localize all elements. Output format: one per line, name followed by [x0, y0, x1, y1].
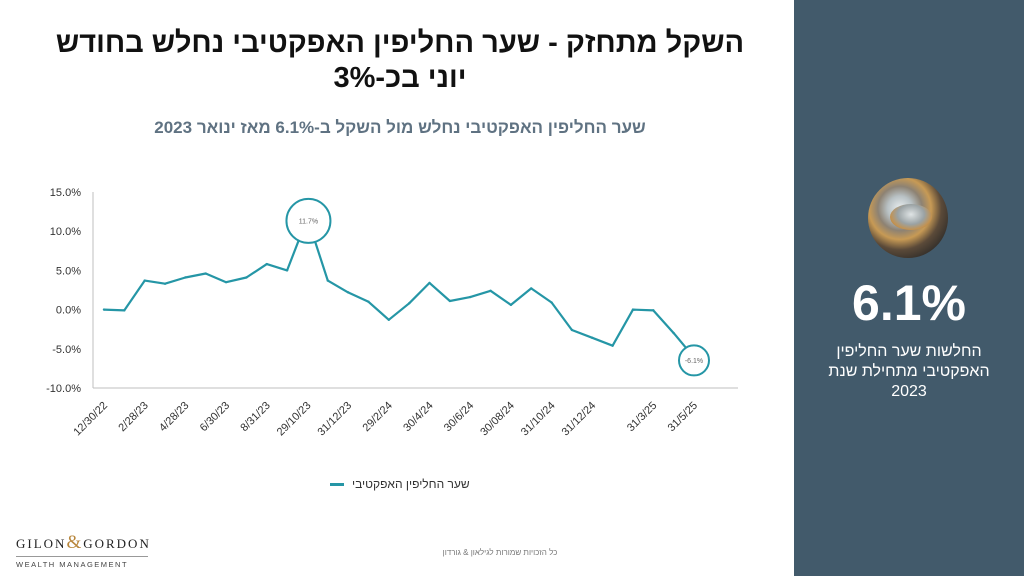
stat-caption: החלשות שער החליפין האפקטיבי מתחילת שנת 2…	[794, 342, 1024, 402]
annotation-circle	[285, 197, 332, 244]
stat-caption-line: האפקטיבי מתחילת שנת	[828, 363, 990, 380]
stat-caption-line: החלשות שער החליפין	[836, 343, 982, 360]
x-tick-label: 30/08/24	[478, 400, 517, 439]
annotation-circle	[678, 344, 710, 377]
data-point	[550, 301, 553, 304]
data-point	[245, 276, 248, 279]
y-tick-label: -5.0%	[52, 344, 81, 356]
data-point	[428, 281, 431, 285]
x-tick-label: 31/3/25	[625, 400, 659, 434]
data-point	[346, 291, 350, 294]
x-tick-label: 29/10/23	[275, 400, 314, 439]
data-point	[530, 287, 533, 290]
x-tick-label: 2/28/23	[116, 400, 150, 434]
data-point	[123, 309, 126, 312]
x-tick-label: 29/2/24	[361, 400, 395, 434]
data-point	[387, 318, 391, 321]
y-tick-label: 15.0%	[50, 187, 81, 199]
data-point	[184, 276, 187, 279]
data-point	[672, 331, 675, 335]
line-chart: 15.0% 10.0% 5.0% 0.0% -5.0% -10.0% 12/30/22 2/2…	[46, 187, 738, 439]
x-tick-label: 31/10/24	[519, 400, 558, 439]
x-tick-label: 31/12/23	[315, 400, 354, 439]
data-point	[591, 336, 594, 340]
coins-image	[868, 178, 948, 258]
annotation-label: 11.7%	[299, 218, 318, 225]
logo-word-left: GILON	[16, 536, 67, 551]
data-point	[367, 300, 370, 303]
page-subtitle: שער החליפין האפקטיבי נחלש מול השקל ב-6.1…	[154, 118, 646, 137]
footer-copyright: כל הזכויות שמורות לגילאון & גורדון	[442, 548, 558, 557]
data-point	[407, 302, 411, 305]
x-tick-label: 6/30/23	[198, 400, 232, 434]
y-tick-label: 5.0%	[56, 265, 81, 277]
data-point	[509, 303, 513, 307]
data-point	[224, 280, 228, 284]
annotation-label: -6.1%	[685, 358, 703, 365]
logo-ampersand: &	[66, 532, 84, 553]
data-point	[469, 295, 472, 299]
y-tick-label: 0.0%	[56, 305, 81, 317]
big-stat: 6.1%	[852, 275, 966, 331]
data-point	[102, 308, 106, 311]
company-logo: GILON&GORDON WEALTH MANAGEMENT	[16, 532, 151, 569]
y-tick-label: -10.0%	[46, 383, 81, 395]
x-tick-label: 31/12/24	[560, 400, 599, 439]
stat-caption-line: 2023	[891, 383, 927, 400]
data-point	[652, 309, 655, 312]
data-point	[570, 328, 574, 332]
legend-label: שער החליפין האפקטיבי	[352, 477, 470, 491]
data-point	[143, 279, 146, 282]
data-point	[448, 299, 452, 303]
data-point	[489, 289, 492, 292]
x-tick-label: 30/6/24	[442, 400, 476, 434]
y-tick-label: 10.0%	[50, 226, 81, 238]
data-point	[611, 344, 614, 347]
data-point	[285, 269, 289, 272]
x-tick-label: 30/4/24	[401, 400, 435, 434]
page-title: השקל מתחזק - שער החליפין האפקטיבי נחלש ב…	[55, 27, 745, 94]
logo-divider	[16, 556, 148, 557]
x-tick-label: 8/31/23	[238, 400, 272, 434]
x-tick-label: 31/5/25	[666, 400, 700, 434]
chart-legend: שער החליפין האפקטיבי	[330, 477, 470, 491]
data-point	[204, 272, 207, 275]
logo-word-right: GORDON	[83, 536, 151, 551]
x-tick-label: 4/28/23	[157, 400, 191, 434]
series-line	[103, 216, 695, 359]
legend-swatch	[330, 482, 344, 486]
sidebar-panel	[794, 0, 1024, 576]
x-tick-label: 12/30/22	[71, 400, 110, 439]
data-point	[163, 282, 167, 285]
data-point	[326, 279, 329, 282]
data-point	[265, 262, 268, 266]
data-point	[631, 308, 635, 311]
logo-subtitle: WEALTH MANAGEMENT	[16, 560, 129, 569]
